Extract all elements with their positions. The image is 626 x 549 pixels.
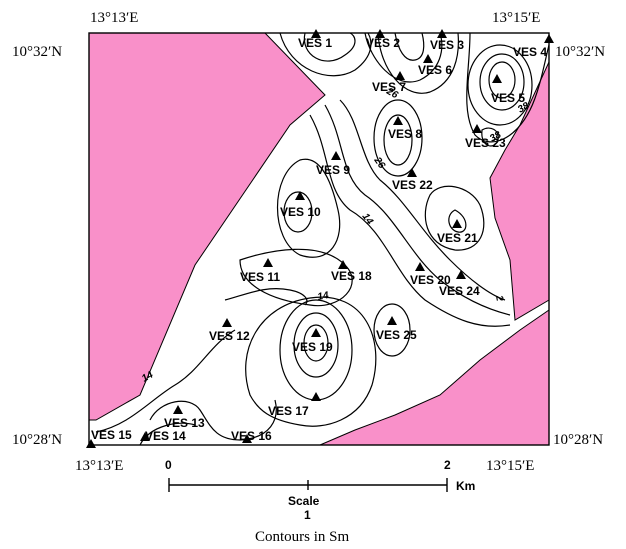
contour-label: 14 xyxy=(140,369,156,384)
scale-mid-label: 1 xyxy=(304,508,311,522)
scale-start-label: 0 xyxy=(165,458,172,472)
station-marker-icon xyxy=(472,124,482,133)
station-marker-icon xyxy=(452,219,462,228)
station-label: VES 20 xyxy=(410,273,451,287)
coord-left-bottom: 10°28′N xyxy=(12,432,62,448)
station-marker-icon xyxy=(544,34,554,43)
station-label: VES 12 xyxy=(209,329,250,343)
station-label: VES 21 xyxy=(437,231,478,245)
station-marker-icon xyxy=(295,191,305,200)
right-lower-zone xyxy=(319,309,550,446)
station-marker-icon xyxy=(456,270,466,279)
scale-end-label: 2 xyxy=(444,458,451,472)
map-caption: Contours in Sm xyxy=(255,529,350,545)
station-label: VES 16 xyxy=(231,429,272,443)
station-marker-icon xyxy=(395,71,405,80)
coord-right-bottom: 10°28′N xyxy=(553,432,603,448)
station-marker-icon xyxy=(311,392,321,401)
station-marker-icon xyxy=(375,29,385,38)
station-label: VES 8 xyxy=(388,127,422,141)
coord-bottom-right: 13°15′E xyxy=(486,458,534,474)
station-label: VES 11 xyxy=(240,270,280,284)
station-label: VES 1 xyxy=(298,36,332,50)
station-label: VES 6 xyxy=(418,63,452,77)
contour-label: 14 xyxy=(317,290,330,303)
station-marker-icon xyxy=(311,29,321,38)
station-label: VES 24 xyxy=(439,284,480,298)
map-frame xyxy=(88,32,550,446)
scale-title: Scale xyxy=(288,494,320,508)
station-marker-icon xyxy=(492,74,502,83)
contour-label: 2 xyxy=(493,294,505,303)
station-label: VES 10 xyxy=(280,205,321,219)
station-marker-icon xyxy=(407,168,417,177)
station-label: VES 5 xyxy=(491,91,525,105)
contour-label: 38 xyxy=(516,100,532,115)
station-label: VES 9 xyxy=(316,163,350,177)
station-marker-icon xyxy=(423,54,433,63)
station-marker-icon xyxy=(173,405,183,414)
contour-label: 38 xyxy=(488,129,504,144)
coord-left-top: 10°32′N xyxy=(12,44,62,60)
station-marker-icon xyxy=(415,262,425,271)
contour-label: 14 xyxy=(360,211,376,227)
station-marker-icon xyxy=(311,328,321,337)
station-marker-icon xyxy=(338,260,348,269)
coord-bottom-left: 13°13′E xyxy=(75,458,123,474)
contour-value-labels: 14 14 14 26 26 2 38 38 xyxy=(140,86,532,385)
station-marker-icon xyxy=(393,116,403,125)
station-label: VES 13 xyxy=(164,416,205,430)
scale-unit-label: Km xyxy=(456,479,475,493)
station-marker-icon xyxy=(263,258,273,267)
station-label: VES 4 xyxy=(513,45,547,59)
station-marker-icon xyxy=(331,151,341,160)
station-label: VES 2 xyxy=(366,36,400,50)
station-label: VES 18 xyxy=(331,269,372,283)
station-label: VES 14 xyxy=(145,429,186,443)
coord-right-top: 10°32′N xyxy=(555,44,605,60)
station-label: VES 23 xyxy=(465,136,506,150)
scale-bar: 0 2 Km Scale 1 xyxy=(165,458,475,522)
contour-label: 26 xyxy=(371,155,387,172)
coord-top-left: 13°13′E xyxy=(90,10,138,26)
station-marker-icon xyxy=(140,432,150,441)
left-zone xyxy=(88,32,326,421)
station-label: VES 25 xyxy=(376,328,417,342)
station-marker-icon xyxy=(387,316,397,325)
station-label: VES 3 xyxy=(430,38,464,52)
stations-layer: VES 1 VES 2 VES 3 VES 4 VES 5 VES 6 VES 7 VES 8… xyxy=(86,29,554,448)
right-upper-zone xyxy=(489,61,550,321)
station-marker-icon xyxy=(222,318,232,327)
station-marker-icon xyxy=(242,434,252,443)
station-label: VES 19 xyxy=(292,340,333,354)
contour-lines xyxy=(95,32,550,446)
station-marker-icon xyxy=(86,439,96,448)
station-label: VES 22 xyxy=(392,178,433,192)
contour-label: 26 xyxy=(384,86,400,102)
coord-top-right: 13°15′E xyxy=(492,10,540,26)
station-label: VES 15 xyxy=(91,428,132,442)
station-marker-icon xyxy=(437,29,447,38)
station-label: VES 7 xyxy=(372,80,406,94)
station-label: VES 17 xyxy=(268,404,309,418)
